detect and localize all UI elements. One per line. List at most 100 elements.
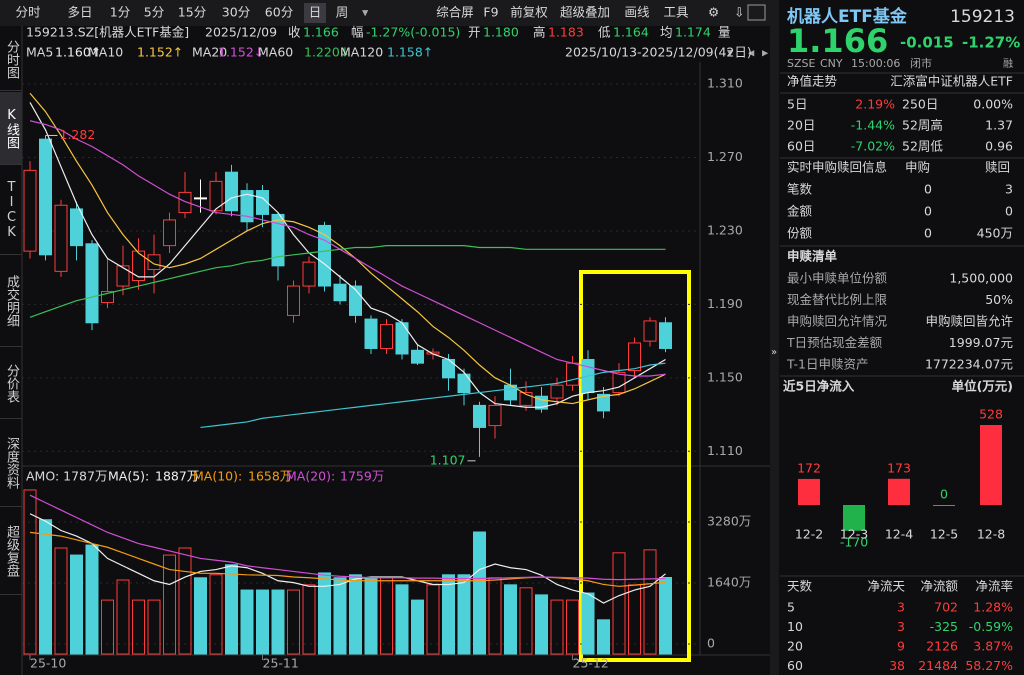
- tool-button[interactable]: 画线: [624, 5, 650, 20]
- ma-line: [29, 245, 666, 318]
- badge: 融: [1003, 58, 1013, 70]
- side-tab[interactable]: 分时图: [0, 28, 22, 91]
- range-prev[interactable]: ◂: [748, 45, 755, 60]
- period-button[interactable]: 5分: [144, 5, 164, 20]
- price-tick-label: 1.110: [707, 443, 743, 458]
- candle-body: [147, 254, 161, 271]
- candle-body: [380, 324, 393, 349]
- flow-cell: 60: [787, 658, 803, 673]
- side-tab[interactable]: 分价表: [0, 348, 22, 419]
- volume-bar: [473, 531, 486, 655]
- volume-bar: [349, 574, 362, 655]
- flow-cell: -325: [930, 619, 958, 634]
- vol-tick-label: 0: [707, 636, 715, 651]
- download-icon[interactable]: ⇩: [734, 5, 744, 20]
- wp-icon[interactable]: [747, 4, 766, 21]
- tool-button[interactable]: 超级叠加: [560, 5, 610, 20]
- candle-body: [101, 291, 114, 304]
- inflow-title: 近5日净流入: [783, 379, 855, 394]
- period-button[interactable]: 15分: [178, 5, 206, 20]
- info-value: 1.166: [303, 25, 339, 40]
- list-label: T-1日申赎资产: [786, 357, 868, 372]
- period-active: [304, 3, 326, 23]
- period-button[interactable]: 周: [336, 5, 349, 20]
- period-button[interactable]: 日: [309, 5, 322, 20]
- candle-body: [39, 138, 52, 256]
- list-label: T日预估现金差额: [786, 335, 883, 350]
- flow-cell: 10: [787, 619, 803, 634]
- ma-line: [29, 102, 666, 408]
- volume-bar: [535, 594, 548, 655]
- date-label: 25-11: [263, 656, 299, 671]
- tool-button[interactable]: 综合屏: [436, 5, 474, 20]
- candle-body: [194, 197, 207, 200]
- range-menu[interactable]: ▾: [727, 45, 734, 60]
- flow-cell: 3.87%: [973, 639, 1013, 654]
- ma-line: [29, 120, 666, 377]
- period-button[interactable]: 30分: [222, 5, 250, 20]
- settings-icon[interactable]: ⚙: [708, 5, 719, 20]
- flow-cell: 58.27%: [965, 658, 1013, 673]
- inflow-bar: [888, 478, 910, 505]
- list-value: 申购赎回皆允许: [925, 314, 1013, 329]
- inflow-bar: [980, 425, 1002, 505]
- ma-legend-value: 1.158↑: [387, 45, 433, 60]
- side-tab[interactable]: 超级复盘: [0, 508, 22, 595]
- volume-bar: [612, 552, 626, 655]
- inflow-unit: 单位(万元): [952, 379, 1013, 394]
- period-button[interactable]: 分时: [15, 5, 41, 20]
- info-value: 1.174: [675, 25, 711, 40]
- splitter-arrow[interactable]: »: [771, 347, 777, 358]
- flow-cell: -0.59%: [969, 619, 1013, 634]
- flow-cell: 702: [934, 600, 958, 615]
- amo: AMO: 1787万: [26, 469, 107, 484]
- nav-label: 60日: [787, 139, 815, 154]
- ma-legend: MA20: [192, 45, 227, 60]
- info-label: 高: [533, 25, 546, 40]
- vol-legend-value: 1658万: [248, 469, 292, 484]
- list-label: 现金替代比例上限: [787, 292, 888, 307]
- list-label: 最小申赎单位份额: [787, 271, 888, 286]
- highlight-box: [579, 270, 691, 662]
- price-tick-label: 1.230: [707, 222, 743, 237]
- side-tab[interactable]: 成交明细: [0, 256, 22, 347]
- list-value: 1999.07元: [949, 335, 1013, 350]
- volume-bar: [333, 577, 347, 655]
- candle-body: [643, 320, 657, 342]
- candle-body: [488, 404, 502, 427]
- tool-button[interactable]: 前复权: [510, 5, 548, 20]
- info-label: 量: [718, 25, 731, 40]
- period-more[interactable]: ▾: [362, 5, 369, 20]
- tool-button[interactable]: 工具: [663, 5, 689, 20]
- list-value: 50%: [985, 292, 1013, 307]
- volume-bar: [442, 574, 455, 655]
- realtime-header: 赎回: [985, 160, 1010, 175]
- period-button[interactable]: 60分: [265, 5, 293, 20]
- volume-bar: [488, 577, 502, 655]
- side-tab[interactable]: K线图: [0, 92, 22, 165]
- side-tab[interactable]: TICK: [0, 166, 22, 255]
- period-button[interactable]: 多日: [67, 5, 92, 20]
- high-annotation: 1.282: [60, 127, 96, 142]
- realtime-title: 实时申购赎回信息: [787, 160, 887, 175]
- volume-bar: [70, 554, 83, 655]
- side-tab[interactable]: 深度资料: [0, 420, 22, 507]
- tool-button[interactable]: F9: [483, 5, 498, 20]
- inflow-label: 173: [887, 460, 911, 475]
- ma-legend: MA10: [88, 45, 123, 60]
- period-button[interactable]: 1分: [110, 5, 130, 20]
- nav-value: 2.19%: [855, 97, 895, 112]
- ma-legend-value: 1.160↑: [55, 45, 101, 60]
- ma-legend: MA120: [340, 45, 383, 60]
- date-label: 25-10: [30, 656, 66, 671]
- volume-bar: [302, 584, 316, 655]
- volume-bar: [178, 547, 192, 655]
- nav-value: 0.00%: [973, 97, 1013, 112]
- splitter[interactable]: [770, 0, 779, 675]
- toolbar-bg: [0, 0, 775, 26]
- volume-bar: [85, 544, 99, 655]
- range-next[interactable]: ▸: [762, 45, 769, 60]
- volume-bar: [566, 599, 579, 655]
- volume-bar: [550, 599, 564, 655]
